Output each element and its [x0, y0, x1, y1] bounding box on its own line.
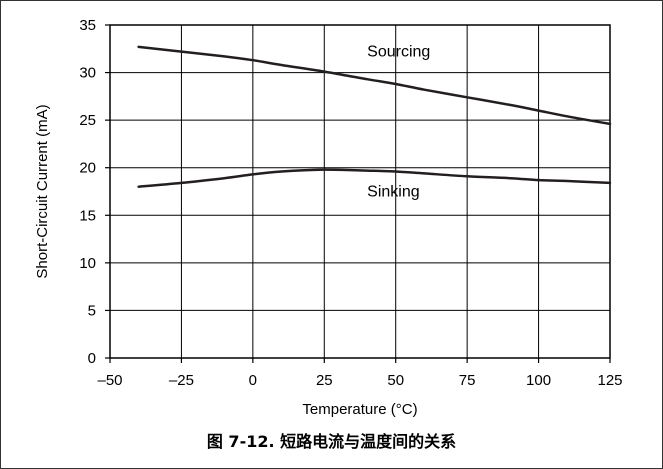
- y-tick-label: 15: [79, 207, 96, 224]
- x-tick-label: 50: [387, 372, 404, 389]
- y-axis-title: Short-Circuit Current (mA): [34, 104, 51, 278]
- x-tick-label: 100: [526, 372, 551, 389]
- x-tick-label: 125: [597, 372, 622, 389]
- figure-caption: 图 7-12. 短路电流与温度间的关系: [206, 432, 457, 451]
- series-line-sourcing: [137, 45, 612, 126]
- y-tick-label: 5: [88, 302, 96, 319]
- series-lines: [137, 45, 612, 188]
- x-tick-label: –50: [97, 372, 122, 389]
- x-axis-title: Temperature (°C): [302, 401, 417, 418]
- y-tick-label: 30: [79, 65, 96, 82]
- x-axis-ticks: –50 –25 0 25 50 75 100 125: [97, 358, 623, 389]
- y-tick-label: 0: [88, 350, 96, 367]
- x-tick-label: 75: [459, 372, 476, 389]
- series-label-sourcing: Sourcing: [367, 43, 430, 60]
- series-line-sinking: [137, 168, 612, 188]
- x-tick-label: 0: [249, 372, 257, 389]
- y-axis-ticks: 0 5 10 15 20 25 30 35: [79, 17, 110, 367]
- x-tick-label: 25: [316, 372, 333, 389]
- series-label-sinking: Sinking: [367, 183, 419, 200]
- x-tick-label: –25: [169, 372, 194, 389]
- y-tick-label: 20: [79, 160, 96, 177]
- y-tick-label: 35: [79, 17, 96, 34]
- y-tick-label: 10: [79, 255, 96, 272]
- plot-area-border: [109, 24, 611, 359]
- grid: [110, 25, 610, 358]
- y-tick-label: 25: [79, 112, 96, 129]
